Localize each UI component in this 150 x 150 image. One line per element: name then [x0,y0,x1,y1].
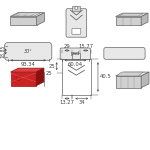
Polygon shape [119,14,143,16]
Polygon shape [11,72,36,86]
Circle shape [16,75,21,80]
Text: 60.04: 60.04 [68,62,83,67]
Text: 93.34: 93.34 [21,62,36,67]
Polygon shape [37,13,44,25]
Text: 29: 29 [64,44,70,50]
Polygon shape [36,68,44,86]
FancyBboxPatch shape [5,43,52,60]
Polygon shape [116,76,141,88]
Bar [72,53,80,59]
Text: 18.85: 18.85 [0,45,5,58]
Polygon shape [116,72,149,76]
Polygon shape [116,16,141,25]
Text: 25: 25 [46,71,53,76]
Polygon shape [141,72,149,88]
Text: pad: pad [71,51,80,56]
Polygon shape [10,13,44,16]
Text: 30°: 30° [24,49,33,54]
FancyBboxPatch shape [72,28,81,34]
Text: 25: 25 [48,64,55,69]
Polygon shape [116,13,148,16]
Polygon shape [10,16,37,25]
Text: 13.27: 13.27 [60,100,75,105]
Polygon shape [117,72,143,76]
Polygon shape [141,13,148,25]
Bar [62,59,91,95]
FancyBboxPatch shape [66,9,87,37]
Polygon shape [11,68,44,72]
Text: 34: 34 [78,100,85,105]
Bar [72,6,80,11]
Circle shape [75,7,78,9]
Text: 40.5: 40.5 [99,74,111,80]
FancyBboxPatch shape [60,48,91,60]
FancyBboxPatch shape [104,48,145,59]
Polygon shape [12,13,41,16]
Text: 15.77: 15.77 [78,44,93,50]
